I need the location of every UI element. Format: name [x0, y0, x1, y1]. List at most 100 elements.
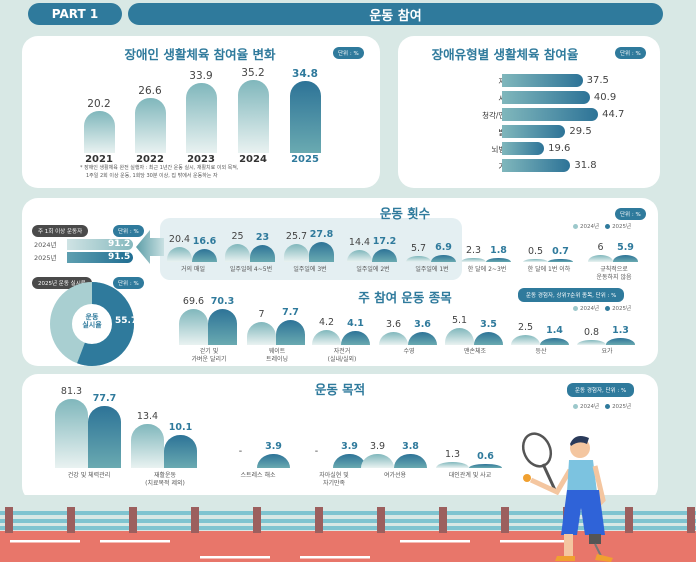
purpose-value-2025: 3.8 — [402, 441, 419, 453]
arrow-left-icon — [136, 230, 164, 264]
participation-title: 장애인 생활체육 참여율 변화 — [124, 47, 276, 62]
unit-badge: 단위 : % — [615, 47, 646, 59]
track-lane-mark — [500, 540, 570, 543]
sports-bar-2024 — [511, 335, 540, 345]
frequency-value-2025: 23 — [255, 232, 270, 244]
sports-bar-2024 — [312, 330, 341, 345]
sports-value-2024: 0.8 — [583, 326, 600, 338]
frequency-value-2024: 6 — [597, 242, 604, 254]
sports-bar-2025 — [408, 331, 437, 345]
railing-post — [67, 507, 75, 533]
frequency-value-2024: 25 — [231, 231, 244, 242]
participation-year: 2023 — [187, 154, 215, 165]
legend-2024: 2024년 — [580, 306, 600, 312]
track-lane-mark — [10, 540, 80, 543]
frequency-bar-2024 — [225, 244, 250, 262]
frequency-bar-2024 — [523, 258, 548, 262]
legend-2025: 2025년 — [612, 224, 632, 230]
participation-value: 33.9 — [189, 69, 213, 82]
purpose-title: 운동 목적 — [314, 382, 366, 397]
frequency-bar-2025 — [548, 258, 573, 262]
railing-post — [253, 507, 261, 533]
frequency-label: 거의 매일 — [181, 266, 205, 273]
frequency-bar-2025 — [309, 242, 334, 262]
frequency-bar-2025 — [613, 255, 638, 262]
purpose-value-2025: 3.9 — [341, 440, 358, 452]
sports-label: 요가 — [601, 348, 613, 355]
disability-type-bar — [502, 142, 545, 155]
frequency-label: 한 달에 1번 이하 — [527, 266, 571, 273]
frequency-value-2024: 25.7 — [285, 230, 308, 242]
donut-value: 55.7 — [115, 316, 138, 326]
purpose-value-2024: 13.4 — [136, 411, 159, 423]
weekly-bar-2024년 — [67, 239, 133, 250]
sports-bar-2025 — [208, 309, 237, 345]
sports-value-2025: 1.3 — [612, 325, 629, 337]
frequency-value-2025: 1.8 — [490, 244, 507, 256]
disability-type-value: 19.6 — [548, 143, 571, 154]
part-badge: PART 1 — [28, 3, 122, 25]
purpose-label: 건강 및 체력관리 — [67, 472, 111, 479]
participation-bar — [84, 111, 115, 153]
unit-badge: 운동 경험자, 단위 : % — [567, 383, 635, 397]
track-lane-mark — [400, 540, 470, 543]
frequency-value-2024: 0.5 — [527, 245, 544, 257]
participation-bar — [186, 82, 217, 153]
frequency-label: 일주일에 3번 — [293, 266, 327, 273]
sports-bar-2025 — [474, 332, 503, 345]
sports-value-2025: 3.5 — [480, 319, 497, 331]
footnote-line: 1주일 2회 이상 운동, 1회당 30분 이상, 집 밖에서 운동하는 자 — [86, 172, 218, 179]
purpose-bar-2024 — [55, 398, 88, 468]
sports-bar-2024 — [577, 339, 606, 345]
purpose-label: 자아실현 및 자기만족 — [319, 472, 349, 487]
sports-label: 웨이트 트레이닝 — [265, 348, 289, 363]
purpose-value-2024: 81.3 — [60, 385, 83, 397]
donut-hole — [73, 305, 111, 343]
sports-value-2025: 1.4 — [546, 325, 563, 337]
frequency-value-2025: 27.8 — [309, 229, 334, 241]
legend-2024: 2024년 — [580, 404, 600, 410]
participation-bar — [135, 97, 166, 153]
disability-type-value: 44.7 — [602, 109, 625, 120]
purpose-bar-2025 — [469, 464, 502, 468]
purpose-value-2025: 3.9 — [265, 440, 282, 452]
sports-value-2024: 3.6 — [385, 318, 402, 330]
frequency-value-2024: 14.4 — [348, 237, 371, 249]
purpose-bar-2025 — [257, 453, 290, 468]
footnote-line: * 장애인 생활체육 완전 실행자 : 최근 1년간 운동 실시, 재활치료 이… — [80, 165, 239, 171]
sports-bar-2025 — [341, 330, 370, 345]
railing-post — [501, 507, 509, 533]
missing-value: - — [314, 446, 319, 457]
unit-badge: 단위 : % — [113, 277, 144, 289]
frequency-label: 규칙적으로 운동하지 않음 — [596, 266, 632, 281]
frequency-bar-2024 — [406, 255, 431, 262]
disability-type-value: 31.8 — [574, 160, 597, 171]
purpose-value-2024: 1.3 — [444, 448, 461, 460]
frequency-bar-2025 — [250, 245, 275, 262]
frequency-value-2025: 6.9 — [435, 241, 452, 253]
frequency-value-2025: 0.7 — [552, 245, 569, 257]
railing-post — [439, 507, 447, 533]
frequency-title: 운동 횟수 — [379, 206, 431, 221]
railing-post — [625, 507, 633, 533]
sports-value-2025: 3.6 — [414, 318, 431, 330]
participation-value: 35.2 — [241, 67, 265, 80]
tennis-player-illustration — [521, 432, 613, 562]
purpose-bar-2024 — [361, 453, 394, 468]
disability-types-title: 장애유형별 생활체육 참여율 — [431, 47, 579, 62]
purpose-label: 스트레스 해소 — [240, 472, 276, 479]
frequency-label: 일주일에 2번 — [356, 266, 390, 273]
railing-post — [315, 507, 323, 533]
disability-type-value: 29.5 — [569, 126, 592, 137]
frequency-bar-2025 — [486, 257, 511, 262]
sports-bar-2025 — [276, 320, 305, 345]
sports-value-2024: 7 — [258, 309, 265, 321]
railing-post — [191, 507, 199, 533]
disability-type-bar — [502, 91, 590, 104]
sports-value-2024: 5.1 — [451, 314, 468, 326]
footnote: * 장애인 생활체육 완전 실행자 : 최근 1년간 운동 실시, 재활치료 이… — [80, 165, 238, 180]
disability-type-bar — [502, 159, 571, 172]
frequency-bar-2024 — [167, 246, 192, 262]
disability-type-value: 40.9 — [593, 92, 617, 103]
donut-segment-2025 — [50, 282, 134, 366]
